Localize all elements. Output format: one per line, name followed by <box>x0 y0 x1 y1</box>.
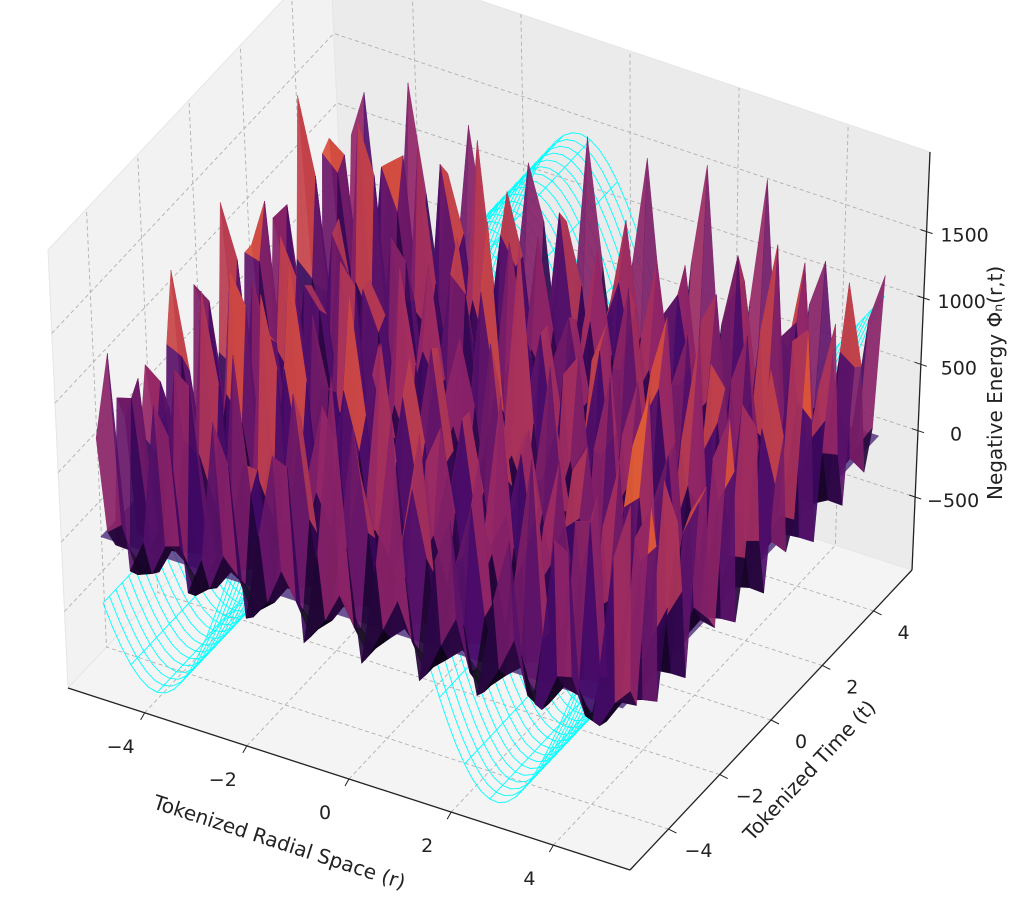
y-tick-mark <box>668 828 677 834</box>
z-tick-label: 1000 <box>938 291 986 313</box>
z-tick-mark <box>911 428 925 434</box>
surface-series <box>95 82 886 727</box>
z-tick-mark <box>914 361 928 367</box>
z-tick-label: 1500 <box>940 225 988 247</box>
x-tick-mark <box>446 811 452 820</box>
y-tick-mark <box>822 665 831 670</box>
z-tick-mark <box>908 494 922 500</box>
x-tick-label: 0 <box>319 802 331 824</box>
x-axis-label: Tokenized Radial Space (r) <box>150 790 409 895</box>
z-tick-mark <box>920 229 933 235</box>
x-tick-mark <box>344 778 350 787</box>
y-tick-label: −2 <box>736 786 764 808</box>
x-grid-line <box>450 87 740 813</box>
x-tick-mark <box>548 844 554 853</box>
z-tick-label: 0 <box>950 424 962 446</box>
x-tick-mark <box>140 712 146 721</box>
tick-labels: −4 −2 0 2 4 −4 −2 0 2 4 −500 0 500 1000 1500 <box>107 225 989 891</box>
x-grid-line <box>144 0 428 714</box>
y-tick-label: 2 <box>846 676 858 698</box>
y-tick-mark <box>719 774 728 779</box>
z-axis-label: Negative Energy Φₙ(r,t) <box>983 266 1007 500</box>
x-tick-label: −4 <box>107 736 135 758</box>
x-tick-label: 4 <box>523 868 535 890</box>
z-tick-mark <box>917 295 930 301</box>
z-grid-line <box>51 32 927 334</box>
z-tick-label: −500 <box>927 490 979 512</box>
y-tick-label: 4 <box>897 622 909 644</box>
y-grid-line <box>86 209 669 830</box>
z-axis-line <box>911 151 931 571</box>
surface-facet <box>613 505 631 704</box>
y-tick-mark <box>770 719 780 725</box>
z-tick-label: 500 <box>941 357 977 379</box>
x-tick-label: −2 <box>209 769 237 791</box>
y-tick-mark <box>873 610 882 616</box>
y-tick-label: 0 <box>795 731 807 753</box>
x-tick-label: 2 <box>421 835 433 857</box>
y-tick-label: −4 <box>684 840 712 862</box>
x-tick-mark <box>242 745 248 754</box>
y-grid-line <box>137 154 720 775</box>
